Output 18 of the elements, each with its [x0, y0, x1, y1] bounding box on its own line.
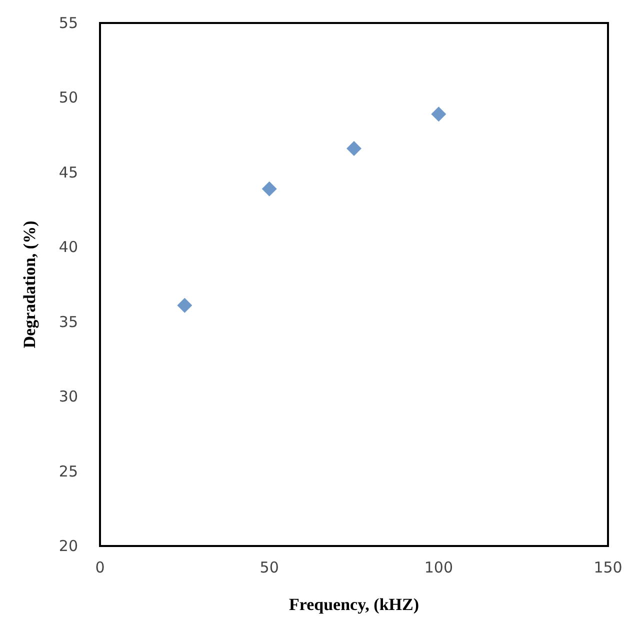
point: [177, 298, 192, 313]
y-tick-label: 40: [58, 238, 78, 256]
y-axis-title: Degradation, (%): [20, 220, 39, 348]
x-tick-label: 50: [260, 558, 279, 576]
point: [346, 141, 362, 156]
x-tick-label: 150: [594, 558, 622, 576]
y-tick-label: 25: [58, 462, 78, 480]
point: [431, 106, 446, 122]
y-tick-label: 50: [58, 88, 78, 107]
y-tick-label: 45: [58, 163, 78, 182]
y-tick-label: 20: [58, 537, 78, 555]
x-axis-title: Frequency, (kHZ): [288, 595, 420, 614]
x-tick-label: 100: [424, 558, 453, 576]
y-tick-label: 35: [58, 312, 78, 331]
point: [262, 181, 277, 196]
y-tick-label: 55: [58, 14, 78, 32]
x-tick-label: 0: [95, 558, 105, 576]
y-tick-label: 30: [58, 388, 78, 406]
